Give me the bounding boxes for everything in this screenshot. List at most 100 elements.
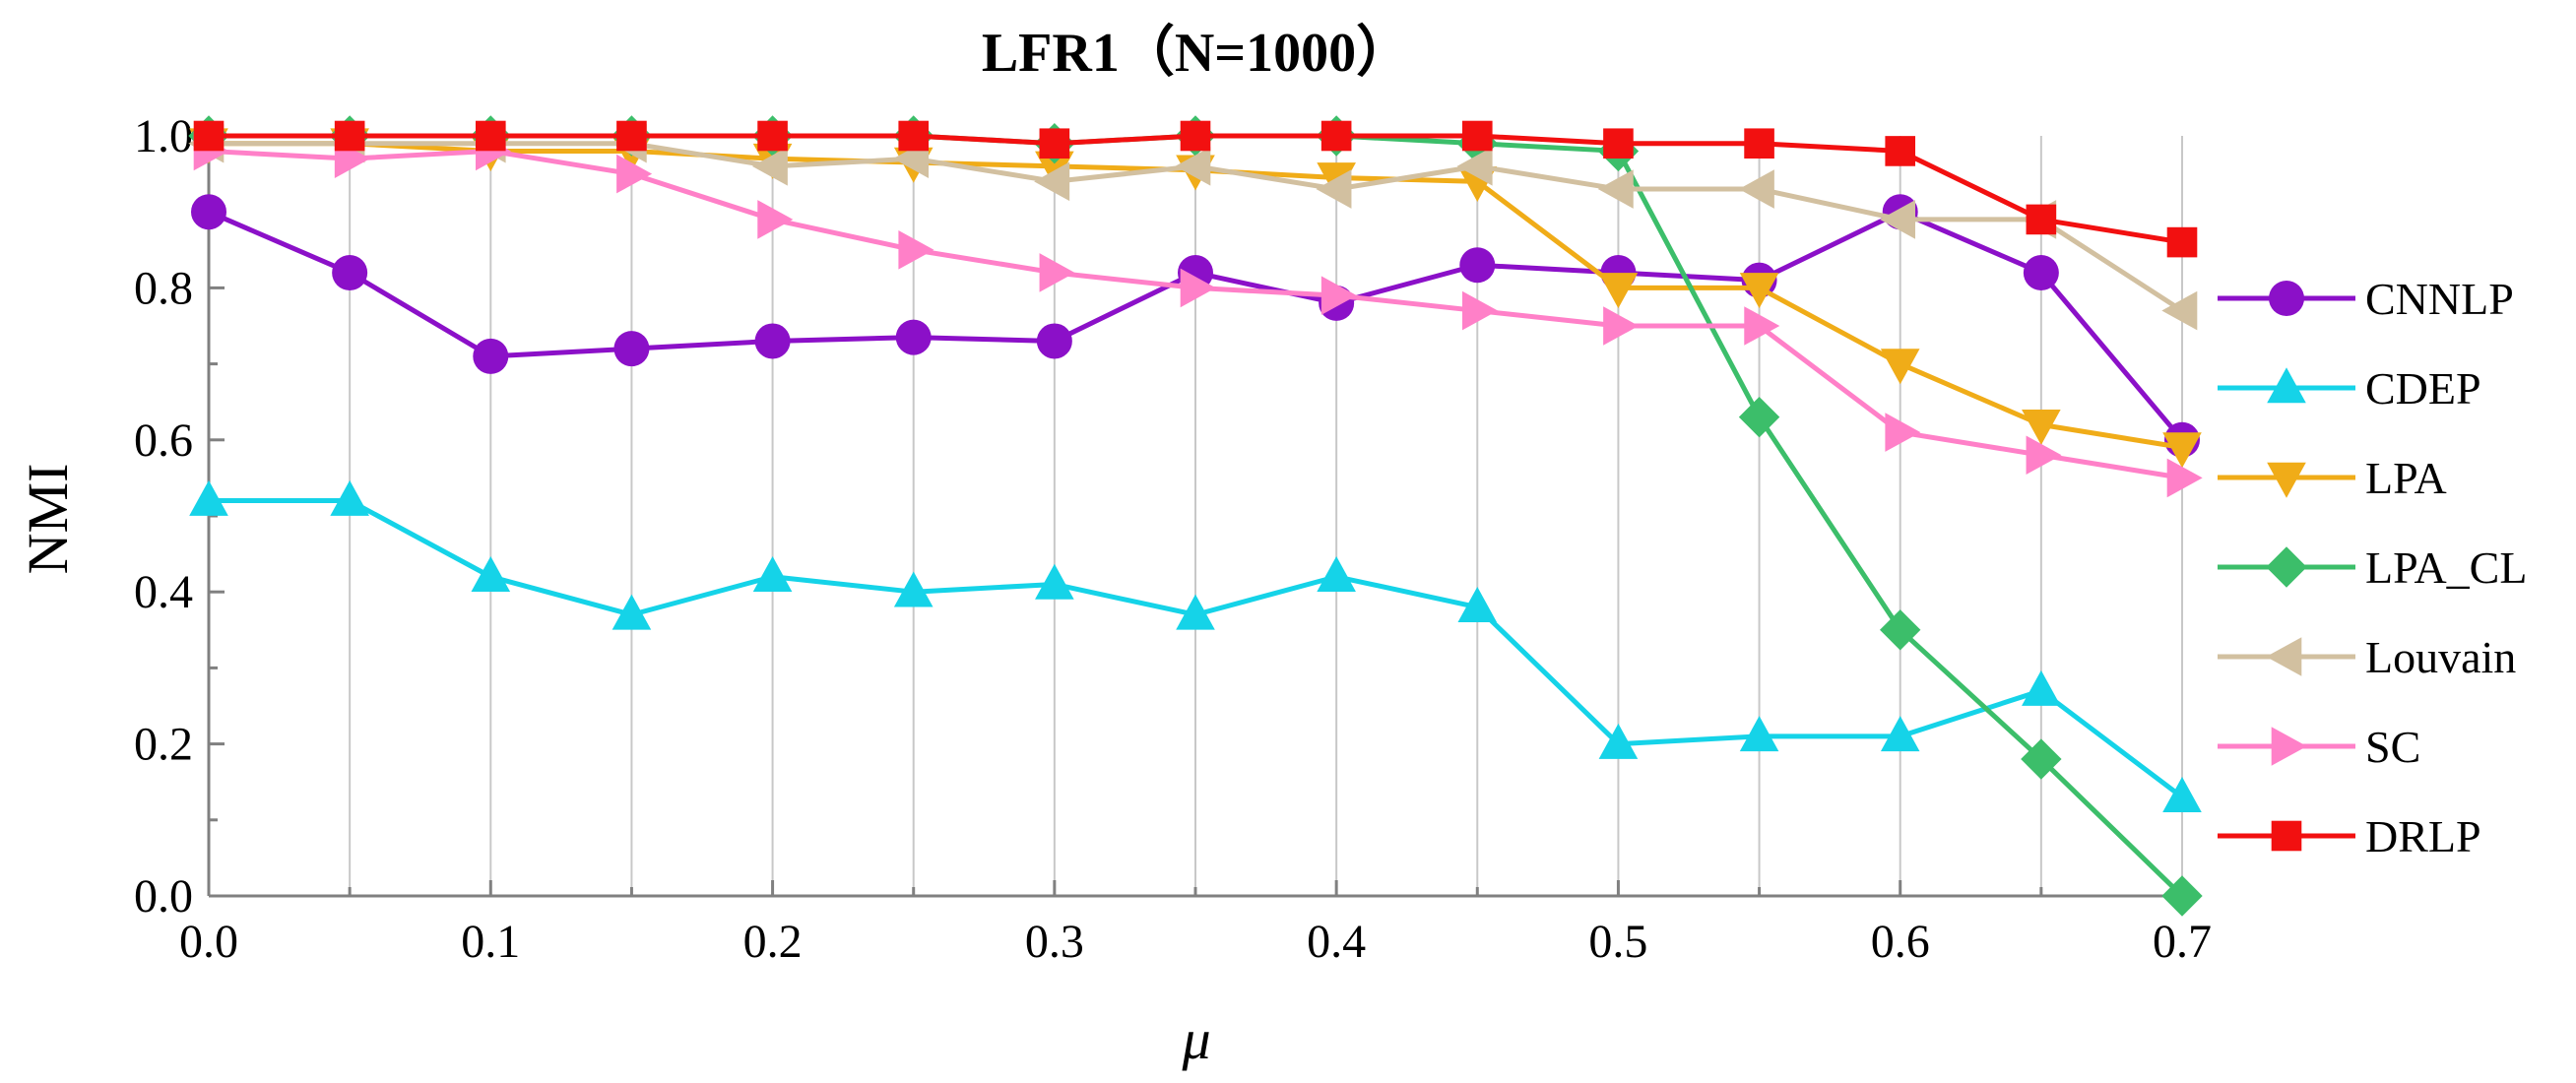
cdep-point xyxy=(1739,716,1779,752)
louvain-point xyxy=(1175,147,1211,186)
drlp-point xyxy=(616,120,647,152)
lpa-cl-point xyxy=(1738,396,1780,438)
y-tick-label: 0.8 xyxy=(134,262,193,314)
louvain-point xyxy=(1316,169,1352,209)
drlp-point xyxy=(1885,136,1916,166)
cnnlp-point xyxy=(2023,254,2059,290)
louvain-point xyxy=(1880,200,1916,239)
sc-point xyxy=(1461,290,1498,331)
drlp-point xyxy=(898,120,930,152)
lpa-point xyxy=(1035,151,1074,187)
legend-label: CDEP xyxy=(2365,363,2481,414)
legend-item-lpa: LPA xyxy=(2218,453,2447,503)
cdep-point xyxy=(2022,669,2061,706)
legend-label: DRLP xyxy=(2365,811,2481,861)
vertical-gridlines xyxy=(349,136,2183,896)
drlp-point xyxy=(475,120,506,152)
drlp-point xyxy=(2026,204,2057,235)
cdep-point xyxy=(1035,563,1074,600)
cnnlp-point xyxy=(895,319,932,355)
drlp-point xyxy=(1180,120,1211,152)
louvain-point xyxy=(1738,169,1774,209)
lpa-point xyxy=(2022,410,2061,446)
louvain-point xyxy=(2161,290,2198,331)
louvain-point xyxy=(1034,161,1070,202)
legend-label: LPA xyxy=(2365,453,2447,503)
y-tick-label: 0.6 xyxy=(134,414,193,467)
legend-label: SC xyxy=(2365,722,2420,772)
drlp-point xyxy=(193,120,225,152)
cnnlp-point xyxy=(332,254,368,290)
x-tick-label: 0.6 xyxy=(1871,916,1930,968)
drlp-point xyxy=(1603,128,1634,159)
sc-point xyxy=(1039,253,1075,292)
y-tick-label: 0.0 xyxy=(134,870,193,923)
sc-point xyxy=(757,200,794,239)
louvain-point xyxy=(1456,147,1493,186)
legend-marker xyxy=(2269,281,2304,316)
cnnlp-point xyxy=(473,338,509,374)
legend-label: Louvain xyxy=(2365,632,2516,682)
series-layer xyxy=(188,115,2203,917)
legend-marker xyxy=(2271,820,2302,852)
cdep-point xyxy=(612,594,652,630)
drlp-point xyxy=(334,120,365,152)
x-tick-label: 0.4 xyxy=(1307,916,1366,968)
x-tick-label: 0.7 xyxy=(2153,916,2212,968)
louvain-point xyxy=(751,147,788,186)
chart-title: LFR1（N=1000） xyxy=(982,22,1411,84)
lpa-cl-point xyxy=(2161,875,2203,917)
cdep-point xyxy=(893,571,934,607)
legend-item-lpa-cl: LPA_CL xyxy=(2218,542,2527,593)
lpa-point xyxy=(1880,349,1920,385)
y-tick-label: 1.0 xyxy=(134,110,193,162)
lpa-point xyxy=(2162,432,2202,469)
drlp-point xyxy=(1039,128,1070,159)
legend-label: LPA_CL xyxy=(2365,542,2527,593)
louvain-point xyxy=(1597,169,1634,209)
x-tick-label: 0.2 xyxy=(743,916,803,968)
legend-marker xyxy=(2271,727,2307,766)
cdep-point xyxy=(2162,776,2202,812)
sc-point xyxy=(1744,306,1780,346)
legend-item-cdep: CDEP xyxy=(2218,363,2481,414)
x-axis-ticks: 0.0 0.1 0.2 0.3 0.4 0.5 0.6 0.7 xyxy=(179,880,2212,968)
legend-item-drlp: DRLP xyxy=(2218,811,2481,861)
cdep-point xyxy=(752,556,793,593)
lpa-cl-point xyxy=(2021,738,2062,780)
cdep-point xyxy=(1598,723,1639,759)
sc-point xyxy=(2166,458,2203,498)
sc-point xyxy=(1885,413,1921,452)
cdep-point xyxy=(189,479,228,516)
lpa-point xyxy=(1739,273,1779,309)
legend-marker xyxy=(2266,546,2307,588)
drlp-point xyxy=(2166,226,2198,258)
cnnlp-point xyxy=(613,331,650,367)
x-axis-label: μ xyxy=(1181,1007,1210,1071)
cdep-point xyxy=(1176,594,1215,630)
y-tick-label: 0.4 xyxy=(134,566,193,618)
legend-item-sc: SC xyxy=(2218,722,2420,772)
cdep-point xyxy=(330,479,369,516)
legend-marker xyxy=(2266,637,2302,676)
sc-point xyxy=(2026,435,2062,476)
sc-point xyxy=(1320,276,1357,315)
drlp-point xyxy=(1320,120,1352,152)
cnnlp-point xyxy=(1459,247,1496,284)
x-tick-label: 0.0 xyxy=(179,916,238,968)
series-sc xyxy=(193,131,2203,498)
sc-point xyxy=(898,230,934,270)
legend: CNNLP CDEP LPA LPA_CL Louvain SC DRLP xyxy=(2218,274,2527,861)
sc-point xyxy=(616,154,653,194)
cdep-point xyxy=(471,556,511,593)
y-axis-ticks: 0.0 0.2 0.4 0.6 0.8 1.0 xyxy=(134,110,225,923)
y-axis-label: NMI xyxy=(16,464,80,575)
cnnlp-point xyxy=(191,194,226,230)
drlp-point xyxy=(757,120,788,152)
drlp-point xyxy=(1461,120,1493,152)
legend-item-cnnlp: CNNLP xyxy=(2218,274,2514,324)
y-tick-label: 0.2 xyxy=(134,719,193,771)
x-tick-label: 0.3 xyxy=(1025,916,1084,968)
cdep-point xyxy=(1317,556,1356,593)
